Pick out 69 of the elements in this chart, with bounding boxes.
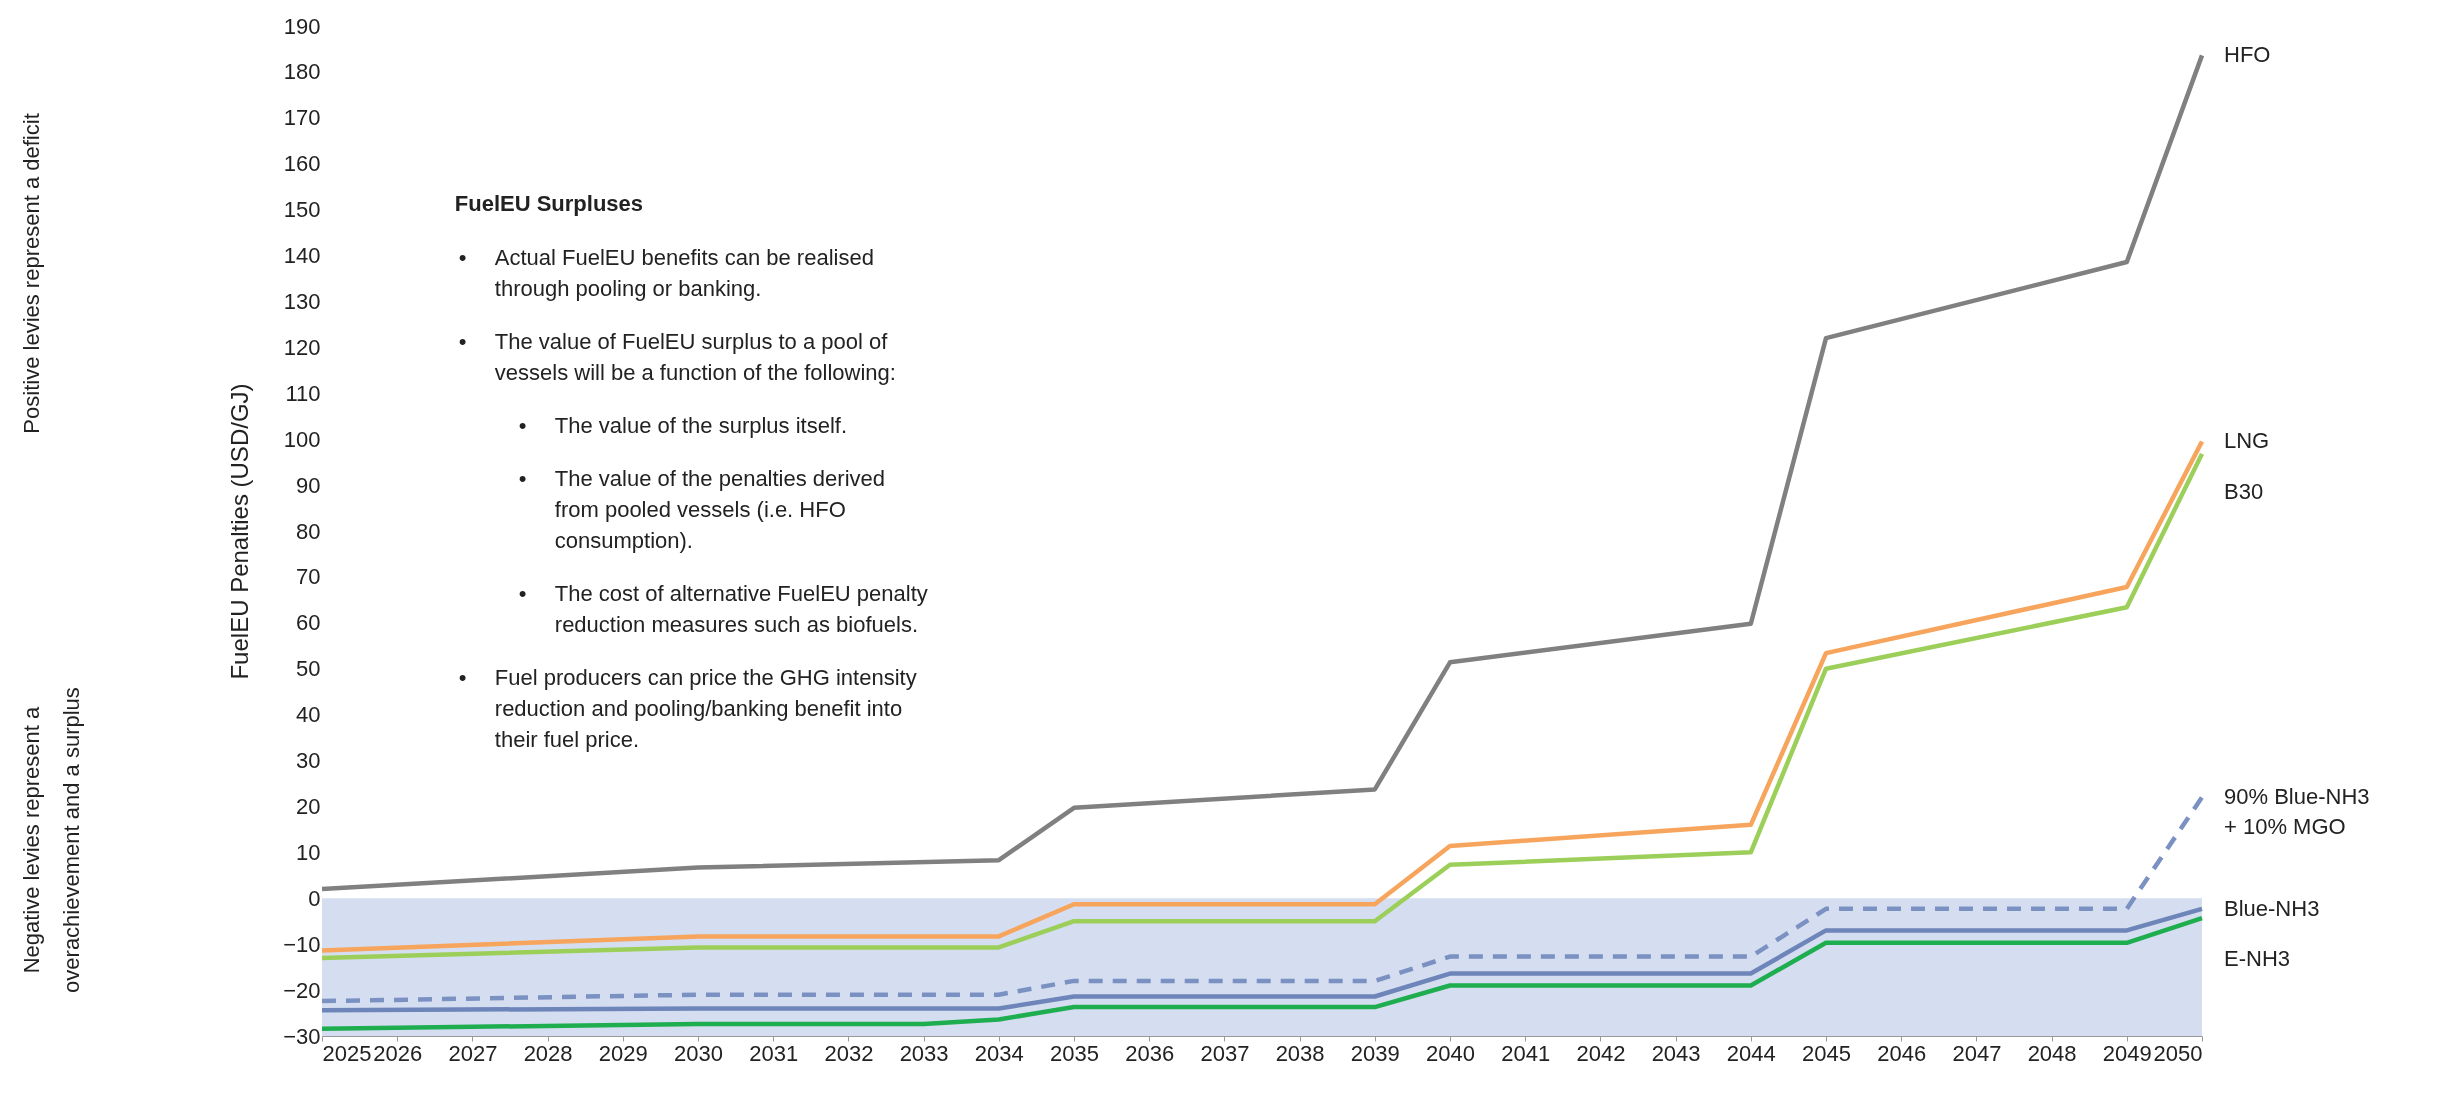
y-tick-label: 100 bbox=[283, 426, 321, 452]
text: Positive levies represent a deficit bbox=[19, 113, 44, 434]
x-tick-label: 2033 bbox=[899, 1040, 949, 1066]
x-tick-label: 2028 bbox=[523, 1040, 573, 1066]
x-tick-label: 2030 bbox=[674, 1040, 723, 1066]
x-tick-label: 2045 bbox=[1802, 1040, 1851, 1066]
y-tick-label: 70 bbox=[296, 564, 321, 590]
y-tick-label: 180 bbox=[283, 59, 321, 85]
line-series bbox=[319, 53, 2205, 892]
text: Negative levies represent a overachievement and a surplus bbox=[19, 687, 84, 993]
y-tick-label: 60 bbox=[296, 610, 321, 636]
x-tick-label: 2026 bbox=[373, 1040, 423, 1066]
text: • The value of the surplus itself. bbox=[518, 412, 848, 438]
x-tick-label: 2029 bbox=[598, 1040, 648, 1066]
y-tick-label: −20 bbox=[283, 977, 321, 1003]
series-label: E-NH3 bbox=[2224, 946, 2291, 972]
x-tick-label: 2037 bbox=[1200, 1040, 1250, 1066]
text: • The value of the penalties derived from pooled vessels (i.e. HFO consumption). bbox=[518, 465, 886, 553]
x-tick-label: 2041 bbox=[1501, 1040, 1551, 1066]
text: • Actual FuelEU benefits can be realised through pooling or banking. bbox=[458, 244, 874, 301]
text: • The cost of alternative FuelEU penalty reduction measures such as biofuels. bbox=[518, 580, 928, 637]
y-tick-label: −30 bbox=[283, 1023, 321, 1049]
y-tick-label: 0 bbox=[308, 885, 321, 911]
x-tick-label: 2040 bbox=[1426, 1040, 1475, 1066]
x-tick-label: 2048 bbox=[2027, 1040, 2077, 1066]
x-tick-label: 2027 bbox=[448, 1040, 498, 1066]
series-label: Blue-NH3 bbox=[2224, 895, 2320, 921]
y-tick-label: 130 bbox=[283, 288, 321, 314]
y-tick-label: 160 bbox=[283, 151, 321, 177]
x-tick-label: 2032 bbox=[824, 1040, 874, 1066]
y-tick-label: 120 bbox=[283, 334, 321, 360]
y-tick-label: 110 bbox=[285, 380, 321, 406]
series-label: LNG bbox=[2224, 428, 2270, 454]
x-tick-label: 2038 bbox=[1275, 1040, 1325, 1066]
y-tick-label: 40 bbox=[296, 702, 321, 728]
series-label: HFO bbox=[2224, 42, 2271, 68]
line-series bbox=[319, 906, 2205, 1013]
y-tick-label: −10 bbox=[283, 931, 321, 957]
x-tick-label: 2046 bbox=[1877, 1040, 1927, 1066]
annotation: FuelEU Surpluses bbox=[454, 190, 644, 216]
x-tick-label: 2035 bbox=[1050, 1040, 1099, 1066]
y-tick-label: 140 bbox=[283, 243, 321, 269]
x-tick-label: 2039 bbox=[1350, 1040, 1400, 1066]
y-tick-label: 50 bbox=[296, 656, 321, 682]
series-label: 90% Blue-NH3 + 10% MGO bbox=[2224, 784, 2370, 840]
y-tick-label: 80 bbox=[296, 518, 321, 544]
y-tick-label: 90 bbox=[296, 472, 321, 498]
y-tick-label: 30 bbox=[296, 748, 321, 774]
x-tick-label: 2034 bbox=[974, 1040, 1024, 1066]
y-tick-label: 10 bbox=[296, 839, 321, 865]
x-tick-label: 2025 bbox=[322, 1040, 372, 1066]
x-tick-label: 2049 bbox=[2102, 1040, 2152, 1066]
y-tick-label: 150 bbox=[283, 197, 321, 223]
line-series bbox=[319, 795, 2205, 1004]
x-tick-label: 2043 bbox=[1651, 1040, 1701, 1066]
x-tick-label: 2042 bbox=[1576, 1040, 1626, 1066]
y-tick-label: 170 bbox=[283, 105, 321, 131]
y-axis-title: FuelEU Penalties (USD/GJ) bbox=[226, 383, 254, 680]
x-tick-label: 2031 bbox=[749, 1040, 799, 1066]
x-tick-label: 2036 bbox=[1125, 1040, 1175, 1066]
text: • The value of FuelEU surplus to a pool of vessels will be a function of the following: bbox=[458, 328, 896, 385]
y-tick-label: 190 bbox=[283, 13, 321, 39]
series-label: B30 bbox=[2224, 478, 2264, 504]
y-tick-label: 20 bbox=[296, 793, 321, 819]
x-tick-label: 2044 bbox=[1726, 1040, 1776, 1066]
text: • Fuel producers can price the GHG intensity reduction and pooling/banking benefit into their fuel price. bbox=[458, 664, 917, 752]
x-tick-label: 2050 bbox=[2153, 1040, 2203, 1066]
line-series bbox=[319, 915, 2205, 1031]
x-tick-label: 2047 bbox=[1952, 1040, 2002, 1066]
